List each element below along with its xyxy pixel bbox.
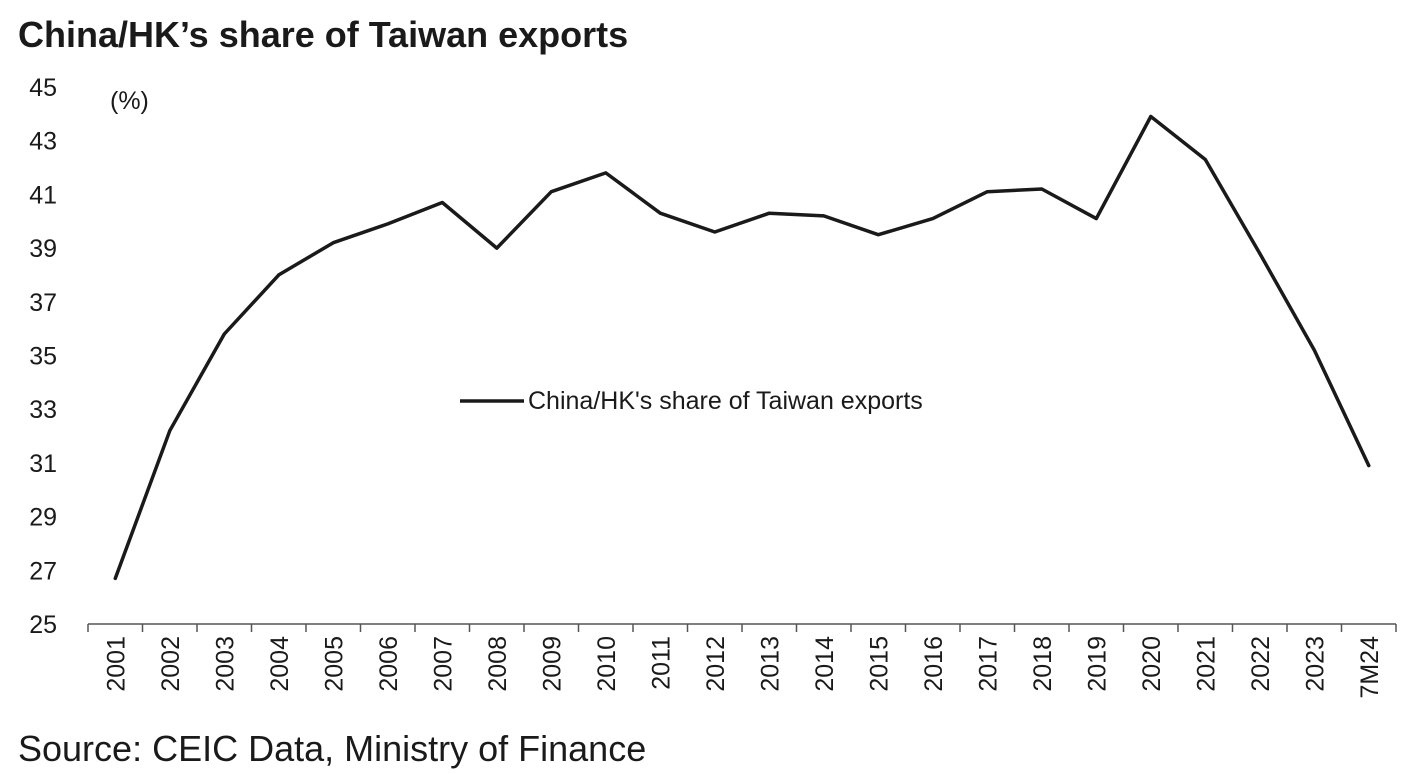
data-point [1149,115,1153,119]
y-tick-label: 35 [29,343,57,371]
data-point [931,217,935,221]
x-tick-label: 2005 [320,636,348,692]
data-point [1203,157,1207,161]
y-axis: 25 27 29 31 33 35 37 39 41 43 45 [29,74,57,639]
source-note: Source: CEIC Data, Ministry of Finance [18,728,647,769]
y-axis-unit-label: (%) [110,87,149,115]
x-tick-label: 2007 [429,636,457,692]
data-point [168,429,172,433]
y-tick-label: 31 [29,450,57,478]
legend-label: China/HK's share of Taiwan exports [528,387,923,415]
x-tick-label: 2002 [157,636,185,692]
x-tick-label: 2010 [593,636,621,692]
chart-title: China/HK’s share of Taiwan exports [18,14,629,55]
data-point [1258,251,1262,255]
data-point [767,211,771,215]
x-tick-label: 2012 [702,636,730,692]
x-tick-label: 2017 [974,636,1002,692]
series-group [113,114,1371,581]
x-tick-label: 2015 [865,636,893,692]
data-point [440,200,444,204]
data-point [495,246,499,250]
data-point [604,171,608,175]
data-point [1312,348,1316,352]
x-tick-label: 2009 [538,636,566,692]
data-point [549,190,553,194]
data-point [713,230,717,234]
data-point [277,273,281,277]
y-tick-label: 39 [29,235,57,263]
x-tick-label: 2014 [811,636,839,692]
data-point [1094,217,1098,221]
x-tick-label: 2020 [1138,636,1166,692]
x-tick-label: 2006 [375,636,403,692]
x-tick-label: 2001 [102,636,130,692]
y-tick-label: 33 [29,396,57,424]
x-tick-label: 2021 [1192,636,1220,692]
x-tick-label: 2011 [647,636,675,690]
y-tick-label: 41 [29,181,57,209]
legend: China/HK's share of Taiwan exports [460,387,923,415]
data-point [331,241,335,245]
x-tick-label: 2003 [211,636,239,692]
x-axis: 2001 2002 2003 2004 2005 2006 2007 2008 2009 2010… [87,623,1397,699]
data-point [822,214,826,218]
data-point [113,576,117,580]
x-tick-label: 2019 [1083,636,1111,692]
y-tick-label: 45 [29,74,57,102]
y-tick-label: 25 [29,611,57,639]
x-tick-label: 2008 [484,636,512,692]
data-point [386,222,390,226]
data-point [222,332,226,336]
y-tick-label: 27 [29,557,57,585]
data-point [1040,187,1044,191]
data-point [876,233,880,237]
x-tick-label: 7M24 [1356,636,1384,699]
y-tick-label: 43 [29,128,57,156]
data-point [985,190,989,194]
x-tick-label: 2022 [1247,636,1275,692]
data-point [658,211,662,215]
series-line [113,114,1371,581]
y-tick-label: 29 [29,504,57,532]
x-tick-label: 2004 [266,636,294,692]
x-tick-label: 2023 [1301,636,1329,692]
x-tick-label: 2016 [920,636,948,692]
x-tick-label: 2013 [756,636,784,692]
data-point [1367,464,1371,468]
y-tick-label: 37 [29,289,57,317]
x-tick-label: 2018 [1029,636,1057,692]
